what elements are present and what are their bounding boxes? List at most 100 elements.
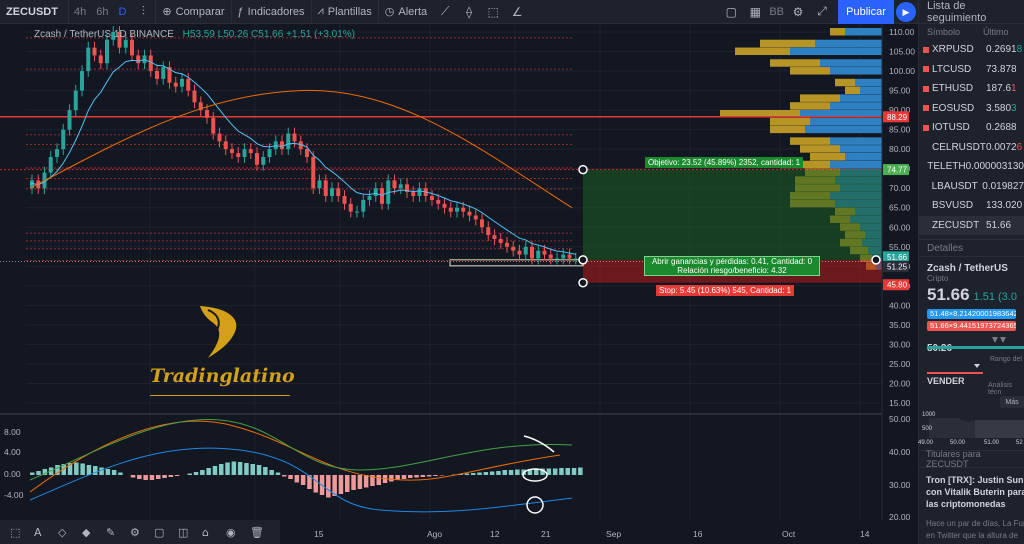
watchlist-row-celrusdt[interactable]: CELRUSDT 0.00726 (919, 138, 1024, 158)
candle-body (230, 149, 234, 154)
macd-histogram-bar (168, 475, 174, 477)
watchlist-row-eosusd[interactable]: EOSUSD 3.5803 (919, 99, 1024, 119)
bar-style-icon[interactable]: ⫶ (141, 4, 145, 18)
drawing-tool-icon[interactable]: 🗑 (250, 526, 264, 539)
candle-body (380, 188, 384, 204)
bb-indicator-icon[interactable]: ▦ (749, 4, 761, 19)
line-tool-icon[interactable]: ⟋ (440, 4, 450, 18)
interval-d[interactable]: D (118, 5, 127, 18)
flag-icon (923, 124, 929, 131)
macd-histogram-bar (193, 472, 199, 475)
compare-button[interactable]: ⊕ Comparar (155, 0, 230, 23)
layout-icon[interactable]: ▢ (725, 4, 737, 19)
macd-histogram-bar (565, 468, 570, 475)
drawing-tool-icon[interactable]: ✎ (106, 526, 115, 539)
analysis-label[interactable]: Análisis técn (988, 382, 1013, 396)
drawing-tool-icon[interactable]: ◉ (226, 526, 236, 539)
moving-averages (29, 59, 576, 255)
interval-6h[interactable]: 6h (96, 5, 109, 18)
brand-name: Tradinglatino (150, 365, 295, 387)
col-last[interactable]: Último (983, 27, 1009, 37)
drawing-tool-icon[interactable]: ◫ (178, 526, 188, 539)
play-icon[interactable]: ▶ (896, 2, 916, 22)
macd-histogram-bar (149, 475, 155, 480)
more-button[interactable]: Más (1000, 396, 1024, 408)
path-tool-icon[interactable]: ⟠ (466, 4, 473, 19)
watchlist-symbol: XRPUSD (932, 44, 974, 56)
headline-text[interactable]: Tron [TRX]: Justin Sun c con Vitalik But… (926, 474, 1024, 510)
watchlist-row-bsvusd[interactable]: BSVUSD 133.020 (919, 196, 1024, 216)
watchlist-row-zecusdt[interactable]: ZECUSDT 51.66 (919, 215, 1024, 235)
angle-tool-icon[interactable]: ∠ (511, 4, 523, 19)
price-chart[interactable]: 110.00105.00100.0095.0090.0085.0080.0075… (0, 24, 918, 544)
volume-profile-down (805, 125, 882, 134)
macd-histogram-bar (326, 475, 331, 498)
drawing-tool-icon[interactable]: ⚙ (130, 526, 140, 539)
macd-histogram-bar (74, 462, 79, 475)
volume-profile-down (845, 152, 882, 161)
templates-button[interactable]: ⩘ Plantillas (310, 0, 378, 23)
candle-body (273, 141, 278, 150)
watchlist-last-tail: 1 (1011, 83, 1017, 95)
watchlist-row-lbausdt[interactable]: LBAUSDT 0.019827 (919, 177, 1024, 197)
symbol-search[interactable]: ZECUSDT (0, 0, 69, 23)
alert-button[interactable]: ◷ Alerta (377, 0, 433, 23)
watchlist-row-xrpusd[interactable]: XRPUSD 0.26918 (919, 40, 1024, 60)
price-tick: 90.00 (889, 105, 911, 115)
macd-histogram-bar (376, 475, 381, 485)
drawing-tool-icon[interactable]: ▢ (154, 526, 164, 539)
watchlist-row-teleth[interactable]: TELETH 0.000003130 (919, 157, 1024, 177)
watchlist-row-iotusd[interactable]: IOTUSD 0.2688 (919, 118, 1024, 138)
macd-histogram-bar (86, 465, 92, 475)
candle-body (505, 242, 509, 247)
publish-button[interactable]: Publicar (838, 0, 894, 24)
drawing-tool-icon[interactable]: ◇ (58, 526, 67, 539)
candle-body (480, 219, 484, 228)
bb-label[interactable]: BB (769, 5, 784, 18)
watchlist-symbol: CELRUSDT (932, 141, 986, 153)
candle-body (117, 32, 122, 48)
macd-histogram-bar (42, 469, 48, 475)
macd-histogram-bar (105, 469, 111, 475)
drawing-tool-icon[interactable]: ⬚ (10, 526, 20, 539)
mini-x-0: 49.00 (918, 440, 934, 446)
macd-histogram-bar (269, 470, 274, 475)
macd-histogram-bar (307, 475, 312, 489)
candle-body (405, 184, 409, 193)
macd-histogram-bar (225, 462, 230, 475)
macd-histogram-bar (250, 464, 255, 475)
drawing-tool-icon[interactable]: ⌂ (202, 526, 209, 539)
volume-profile-down (790, 47, 882, 56)
candle-body (298, 141, 303, 150)
details-type: Cripto (927, 274, 949, 283)
interval-4h[interactable]: 4h (73, 5, 87, 18)
price-tick: 20.00 (889, 378, 911, 388)
mini-x-1: 50.00 (950, 440, 966, 446)
drawing-tool-icon[interactable]: ◆ (82, 526, 91, 539)
watchlist-symbol: IOTUSD (932, 122, 970, 134)
fullscreen-icon[interactable]: ⤢ (817, 4, 827, 18)
macd-histogram-bar (67, 463, 73, 475)
candle-body (361, 199, 366, 212)
pnl-label: Abrir ganancias y pérdidas: 0.41, Cantid… (651, 257, 813, 266)
candle-body (342, 196, 347, 204)
macd-histogram-bar (174, 475, 180, 476)
candle-body (123, 39, 128, 48)
macd-histogram-bar (156, 475, 161, 479)
drawing-tool-icon[interactable]: A (34, 526, 42, 539)
stop-label: Stop: 5.45 (10.63%) 545, Cantidad: 1 (656, 285, 795, 296)
indicators-button[interactable]: ƒ Indicadores (230, 0, 311, 23)
price-label-bg (883, 164, 909, 176)
watchlist-row-ethusd[interactable]: ETHUSD 187.61 (919, 79, 1024, 99)
watchlist-last: 0.019827 (982, 180, 1024, 192)
candle-body (167, 67, 172, 83)
candle-body (461, 207, 466, 212)
watchlist-row-ltcusd[interactable]: LTCUSD 73.878 (919, 60, 1024, 80)
mini-x-2: 51.00 (984, 440, 1000, 446)
gear-icon[interactable]: ⚙ (792, 4, 804, 19)
macd-histogram-bar (458, 474, 463, 475)
rect-tool-icon[interactable]: ⬚ (487, 4, 499, 19)
col-symbol[interactable]: Símbolo (927, 27, 961, 37)
candle-body (130, 39, 134, 56)
macd-left-tick: 8.00 (4, 427, 21, 437)
